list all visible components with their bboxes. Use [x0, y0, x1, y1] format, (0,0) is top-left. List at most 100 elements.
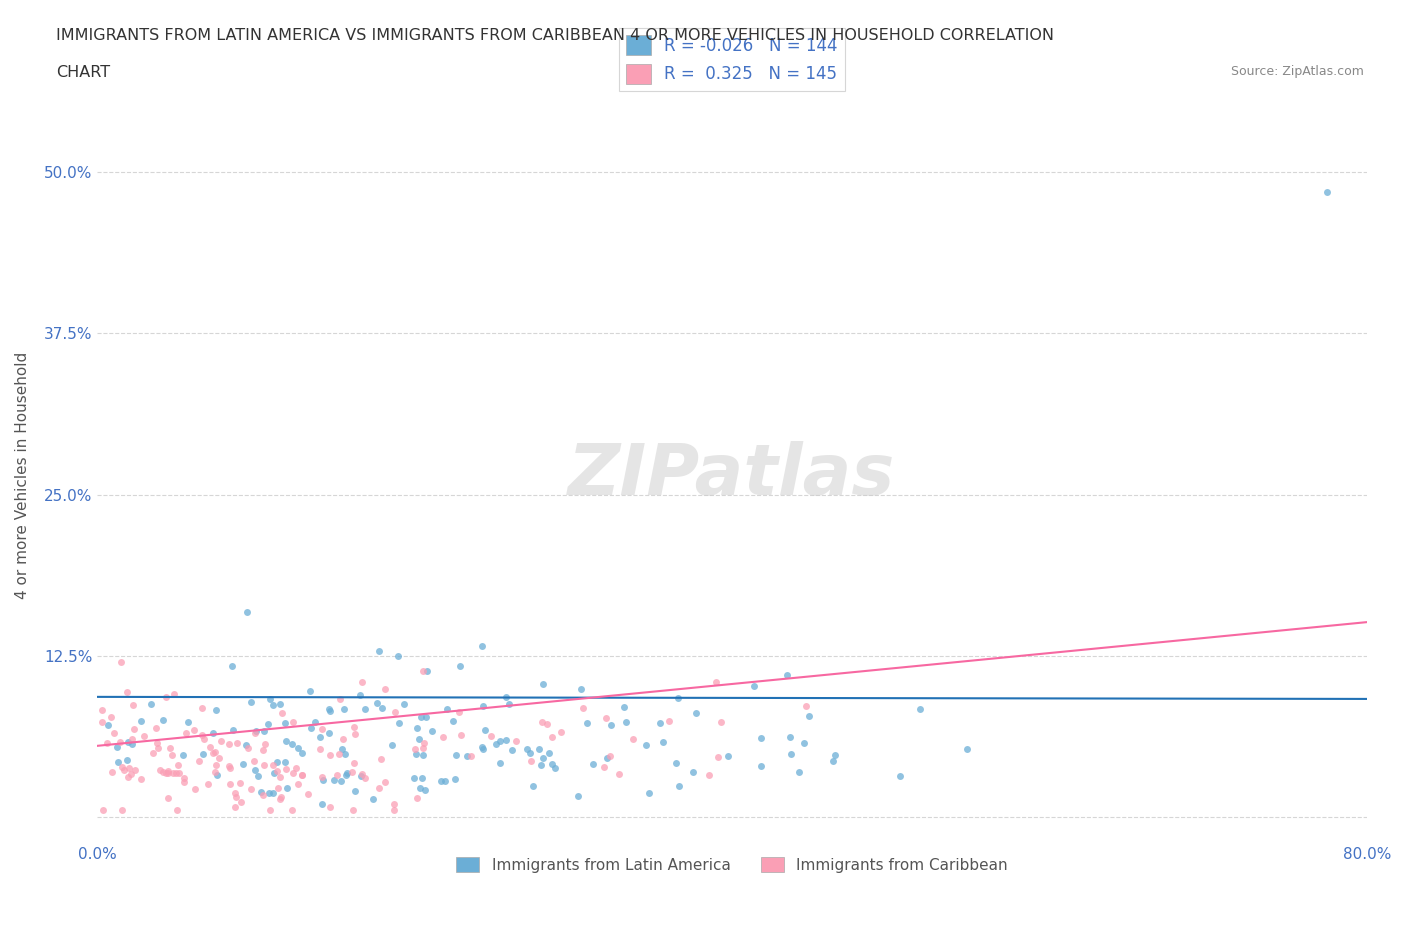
Point [749, 731, 772, 746]
Point [412, 664, 434, 679]
Point [121, 737, 143, 751]
Point [596, 751, 619, 765]
Point [540, 730, 562, 745]
Point [101, 764, 124, 779]
Point [191, 727, 214, 742]
Point [779, 747, 801, 762]
Point [201, 746, 224, 761]
Point [165, 765, 187, 780]
Point [607, 767, 630, 782]
Point [149, 763, 172, 777]
Point [374, 682, 396, 697]
Point [636, 737, 658, 752]
Point [333, 747, 356, 762]
Point [167, 758, 190, 773]
Point [614, 714, 637, 729]
Point [432, 730, 454, 745]
Point [519, 754, 541, 769]
Point [516, 741, 538, 756]
Point [824, 748, 846, 763]
Point [350, 766, 373, 781]
Point [388, 716, 411, 731]
Point [202, 725, 225, 740]
Point [155, 765, 177, 780]
Point [682, 764, 704, 779]
Point [472, 698, 495, 713]
Point [415, 664, 437, 679]
Point [582, 757, 605, 772]
Point [235, 737, 257, 752]
Point [406, 721, 429, 736]
Point [197, 777, 219, 791]
Point [218, 737, 240, 751]
Point [290, 745, 312, 760]
Point [270, 705, 292, 720]
Point [821, 753, 844, 768]
Point [367, 644, 389, 658]
Point [156, 790, 179, 805]
Point [652, 734, 675, 749]
Point [291, 767, 314, 782]
Point [371, 701, 394, 716]
Point [350, 769, 373, 784]
Point [191, 701, 214, 716]
Point [569, 682, 592, 697]
Point [536, 716, 558, 731]
Point [105, 740, 128, 755]
Point [366, 696, 388, 711]
Point [538, 746, 561, 761]
Point [239, 781, 262, 796]
Point [415, 783, 437, 798]
Point [522, 778, 544, 793]
Point [204, 702, 226, 717]
Point [257, 786, 280, 801]
Point [184, 781, 207, 796]
Point [121, 698, 143, 712]
Point [291, 768, 314, 783]
Point [243, 725, 266, 740]
Point [266, 764, 288, 778]
Point [544, 761, 567, 776]
Point [374, 775, 396, 790]
Point [329, 692, 352, 707]
Point [382, 796, 405, 811]
Point [319, 748, 342, 763]
Point [262, 757, 284, 772]
Point [530, 757, 553, 772]
Point [472, 741, 495, 756]
Point [599, 749, 621, 764]
Point [318, 800, 340, 815]
Y-axis label: 4 or more Vehicles in Household: 4 or more Vehicles in Household [15, 352, 30, 599]
Point [152, 712, 174, 727]
Point [281, 737, 304, 751]
Point [744, 678, 766, 693]
Point [444, 748, 467, 763]
Point [794, 698, 817, 713]
Point [204, 764, 226, 779]
Point [623, 732, 645, 747]
Point [332, 731, 354, 746]
Point [531, 751, 554, 765]
Point [411, 771, 433, 786]
Point [108, 735, 131, 750]
Point [368, 780, 391, 795]
Point [429, 774, 451, 789]
Point [460, 749, 482, 764]
Point [394, 697, 416, 711]
Point [142, 746, 165, 761]
Point [219, 777, 242, 791]
Point [311, 796, 333, 811]
Point [188, 753, 211, 768]
Point [449, 704, 471, 719]
Point [444, 771, 467, 786]
Point [285, 761, 308, 776]
Point [232, 756, 254, 771]
Point [311, 770, 333, 785]
Point [335, 767, 357, 782]
Point [224, 785, 246, 800]
Point [280, 803, 302, 817]
Point [402, 770, 425, 785]
Point [501, 743, 523, 758]
Point [707, 750, 730, 764]
Point [274, 715, 297, 730]
